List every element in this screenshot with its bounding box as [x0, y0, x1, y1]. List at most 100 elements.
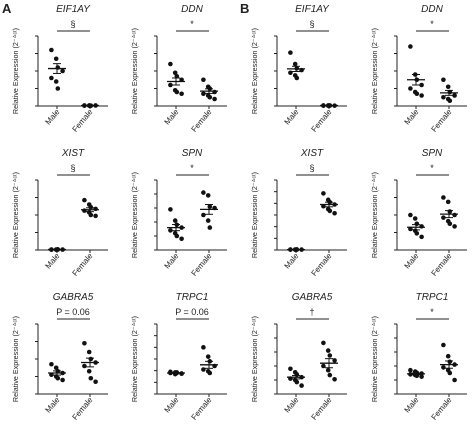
significance-label: § [309, 19, 314, 29]
subplot-b-spn: SPN * Relative Expression (2⁻ᐞᶜᵗ) Male Femal… [370, 148, 467, 278]
data-point [93, 206, 98, 212]
data-point [294, 75, 300, 81]
data-point [408, 86, 413, 91]
data-point [445, 84, 451, 90]
data-point [414, 91, 420, 97]
significance-label: * [430, 163, 434, 173]
gene-title: XIST [61, 148, 85, 159]
data-point [93, 379, 98, 385]
data-point [288, 366, 293, 372]
subplot-b-xist: XIST § Relative Expression (2⁻ᐞᶜᵗ) Male Fema… [250, 148, 347, 278]
data-point [447, 370, 453, 376]
data-point [201, 367, 206, 372]
x-tick-label-female: Female [309, 395, 333, 422]
subplot-a-gabra5: GABRA5 P = 0.06 Relative Expression (2⁻ᐞᶜᵗ… [11, 292, 108, 422]
data-point [452, 377, 457, 383]
data-point [179, 91, 184, 97]
subplot-a-eif1ay: EIF1AY § Relative Expression (2⁻ᐞᶜᵗ) Male Fe… [11, 4, 108, 134]
data-point [172, 70, 178, 76]
y-axis-label: Relative Expression (2⁻ᐞᶜᵗ) [130, 28, 139, 114]
data-point [412, 216, 418, 221]
y-axis-label: Relative Expression (2⁻ᐞᶜᵗ) [250, 28, 259, 114]
data-point [441, 365, 446, 370]
data-point [207, 225, 213, 230]
y-axis-label: Relative Expression (2⁻ᐞᶜᵗ) [250, 172, 259, 258]
data-point [327, 208, 333, 214]
subplot-a-trpc1: TRPC1 P = 0.06 Relative Expression (2⁻ᐞᶜᵗ)… [130, 292, 227, 422]
data-point [452, 93, 457, 98]
data-point [205, 218, 211, 223]
x-tick-label-female: Female [189, 107, 213, 134]
y-axis-label: Relative Expression (2⁻ᐞᶜᵗ) [250, 316, 259, 402]
data-point [441, 77, 446, 83]
y-axis-label: Relative Expression (2⁻ᐞᶜᵗ) [130, 172, 139, 258]
data-point [445, 199, 451, 205]
gene-title: XIST [300, 148, 324, 159]
charts-group: EIF1AY § Relative Expression (2⁻ᐞᶜᵗ) Male Fe… [11, 4, 467, 422]
x-tick-label-female: Female [70, 395, 94, 422]
x-tick-label-female: Female [429, 395, 453, 422]
gene-title: DDN [421, 4, 443, 15]
y-axis-label: Relative Expression (2⁻ᐞᶜᵗ) [11, 172, 20, 258]
subplot-b-trpc1: TRPC1 * Relative Expression (2⁻ᐞᶜᵗ) Male Fem… [370, 292, 467, 422]
x-tick-label-female: Female [70, 251, 94, 278]
data-point [205, 193, 211, 198]
data-point [299, 383, 304, 388]
data-point [88, 204, 94, 210]
x-tick-label-female: Female [70, 107, 94, 134]
data-point [86, 349, 92, 355]
data-point [321, 363, 326, 369]
gene-title: DDN [181, 4, 203, 15]
data-point [288, 50, 293, 55]
significance-label: * [190, 163, 194, 173]
data-point [207, 370, 213, 376]
data-point [408, 212, 413, 218]
data-point [88, 212, 94, 218]
data-point [55, 375, 61, 381]
data-point [201, 190, 206, 195]
gene-title: TRPC1 [176, 292, 209, 303]
x-tick-label-male: Male [162, 395, 180, 414]
data-point [452, 224, 457, 229]
gene-title: GABRA5 [292, 292, 333, 303]
significance-label: * [430, 19, 434, 29]
data-point [201, 91, 206, 97]
data-point [60, 377, 65, 383]
data-point [179, 236, 184, 242]
data-point [325, 367, 331, 373]
significance-label: P = 0.06 [175, 307, 209, 317]
significance-label: § [70, 19, 75, 29]
data-point [452, 212, 457, 218]
significance-label: † [309, 307, 314, 317]
data-point [207, 94, 213, 100]
data-point [174, 73, 180, 79]
data-point [332, 377, 337, 382]
data-point [441, 342, 446, 348]
x-tick-label-male: Male [162, 251, 180, 270]
data-point [414, 221, 420, 227]
gene-title: SPN [422, 148, 443, 159]
significance-label: P = 0.06 [56, 307, 90, 317]
x-tick-label-female: Female [429, 107, 453, 134]
data-point [294, 372, 300, 377]
data-point [201, 77, 206, 83]
data-point [168, 82, 173, 88]
data-point [419, 234, 424, 240]
data-point [55, 86, 61, 91]
data-point [49, 75, 54, 81]
subplot-b-eif1ay: EIF1AY § Relative Expression (2⁻ᐞᶜᵗ) Male Fe… [250, 4, 347, 134]
x-tick-label-female: Female [429, 251, 453, 278]
data-point [441, 195, 446, 200]
data-point [86, 368, 92, 374]
significance-label: * [190, 19, 194, 29]
gene-title: EIF1AY [56, 4, 91, 15]
data-point [447, 209, 453, 214]
data-point [60, 68, 65, 74]
data-point [408, 44, 413, 49]
data-point [447, 221, 453, 227]
data-point [414, 231, 420, 236]
data-point [82, 363, 87, 369]
x-tick-label-female: Female [189, 395, 213, 422]
x-tick-label-male: Male [43, 107, 61, 126]
